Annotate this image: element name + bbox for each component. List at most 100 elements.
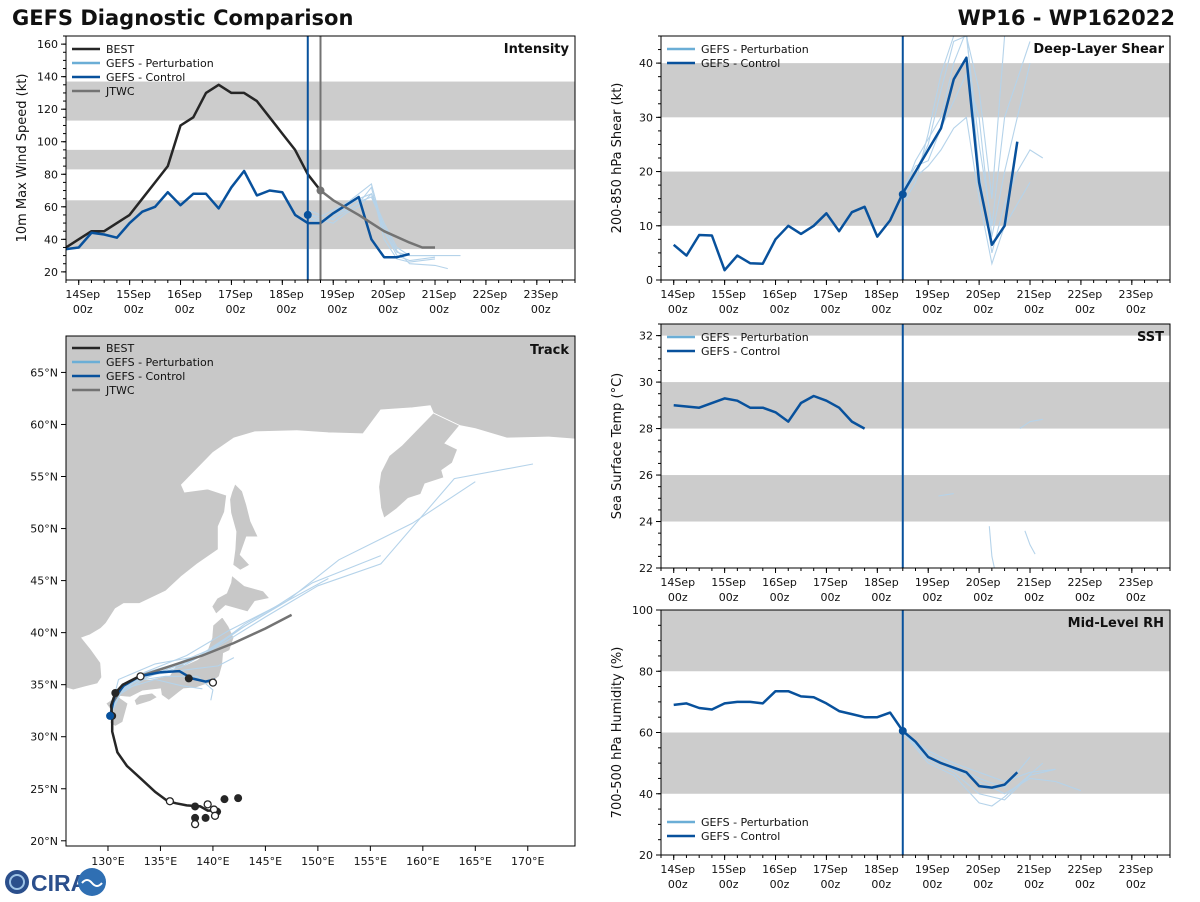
legend-label: GEFS - Control [701,830,780,843]
x-tick-date: 22Sep [1068,576,1103,589]
y-tick-label: 40 [639,788,653,801]
x-tick-hour: 00z [973,591,993,604]
legend-label: GEFS - Perturbation [701,331,809,344]
x-tick-hour: 00z [327,303,347,316]
x-tick-hour: 00z [175,303,195,316]
x-tick-date: 18Sep [864,863,899,876]
sst-panel: 22 24 26 28 30 32 14Sep 00z 15Sep 00z 16Sep 00z 17Se… [610,323,1171,604]
y-tick-label: 28 [639,423,653,436]
x-tick-hour: 00z [668,878,688,891]
x-tick-date: 23Sep [1118,576,1153,589]
plot-area [661,324,1170,568]
page-title: GEFS Diagnostic Comparison [12,6,354,30]
lat-tick-label: 50°N [30,523,58,536]
y-tick-label: 30 [639,111,653,124]
plot-frame [660,323,1171,569]
best-track-open-point [165,797,175,806]
x-tick-date: 15Sep [711,863,746,876]
control-marker [898,726,907,735]
lat-tick-label: 30°N [30,731,58,744]
jtwc-line [319,189,435,249]
x-tick-date: 18Sep [864,576,899,589]
map-area [66,336,575,846]
x-tick-hour: 00z [1024,591,1044,604]
x-tick-date: 16Sep [762,576,797,589]
control-start-marker [106,711,115,720]
x-tick-hour: 00z [378,303,398,316]
x-tick-date: 17Sep [218,288,253,301]
rh-panel: 20 40 60 80 100 14Sep 00z 15Sep 00z 16Sep 00z 17Sep… [610,604,1171,891]
x-tick-hour: 00z [821,303,841,316]
y-tick-label: 60 [639,727,653,740]
x-tick-hour: 00z [973,878,993,891]
x-tick-date: 18Sep [269,288,304,301]
shear-panel: 0 10 20 30 40 14Sep 00z 15Sep 00z 16Sep 00z 17Sep 00… [610,35,1171,316]
land-polygon [211,574,271,615]
plot-area [66,36,575,280]
shade-band [661,324,1170,336]
control-marker [898,190,907,199]
x-tick-date: 15Sep [116,288,151,301]
gefs-control-line [66,169,410,259]
y-axis-label: 10m Max Wind Speed (kt) [15,74,30,243]
x-tick-date: 14Sep [65,288,100,301]
legend-label: GEFS - Control [106,71,185,84]
legend-label: BEST [106,43,134,56]
x-tick-hour: 00z [871,878,891,891]
legend-label: GEFS - Perturbation [106,356,214,369]
x-tick-date: 19Sep [915,863,950,876]
x-tick-hour: 00z [73,303,93,316]
perturbation-member-line [902,732,1044,807]
x-tick-date: 23Sep [523,288,558,301]
x-tick-date: 16Sep [167,288,202,301]
panel-title: Mid-Level RH [1068,616,1164,631]
perturbation-member-line [902,732,1056,783]
x-tick-date: 15Sep [711,288,746,301]
best-track-open-point [208,678,218,687]
x-tick-hour: 00z [1024,878,1044,891]
lon-tick-label: 145°E [249,855,282,868]
x-tick-hour: 00z [1024,303,1044,316]
y-tick-label: 20 [44,266,58,279]
y-tick-label: 40 [44,233,58,246]
x-tick-date: 17Sep [813,288,848,301]
legend-label: JTWC [105,384,135,397]
y-axis-label: 700-500 hPa Humidity (%) [610,647,625,819]
x-tick-date: 14Sep [660,863,695,876]
perturbation-member-line [902,62,1031,237]
y-tick-label: 24 [639,516,653,529]
y-tick-label: 80 [639,665,653,678]
best-track-point [234,794,243,803]
legend-label: GEFS - Control [701,345,780,358]
y-tick-label: 160 [37,38,58,51]
lon-tick-label: 165°E [459,855,492,868]
x-tick-date: 21Sep [1017,576,1052,589]
x-tick-hour: 00z [922,303,942,316]
x-tick-date: 22Sep [1068,288,1103,301]
best-track-point [201,813,210,822]
y-tick-label: 60 [44,201,58,214]
x-tick-date: 16Sep [762,288,797,301]
x-tick-date: 21Sep [1017,288,1052,301]
y-tick-label: 120 [37,103,58,116]
legend-label: JTWC [105,85,135,98]
x-tick-date: 23Sep [1118,288,1153,301]
lat-tick-label: 55°N [30,471,58,484]
cira-logo: CIRA [4,866,108,898]
land-polygon [229,483,259,571]
x-tick-date: 23Sep [1118,863,1153,876]
x-tick-hour: 00z [668,303,688,316]
x-tick-hour: 00z [124,303,144,316]
x-tick-date: 20Sep [966,863,1001,876]
lat-tick-label: 60°N [30,418,58,431]
y-tick-label: 100 [632,604,653,617]
plot-area [661,610,1170,855]
perturbation-member-line [902,732,1056,801]
panel-title: Deep-Layer Shear [1033,42,1164,57]
x-tick-hour: 00z [668,591,688,604]
intensity-panel: 20 40 60 80 100 120 140 160 14Sep 00z 15Sep 00z 16Se… [15,35,576,316]
x-tick-hour: 00z [821,591,841,604]
perturbation-member-line [1019,418,1043,430]
storm-id-title: WP16 - WP162022 [957,6,1175,30]
best-track-open-point [203,800,212,809]
